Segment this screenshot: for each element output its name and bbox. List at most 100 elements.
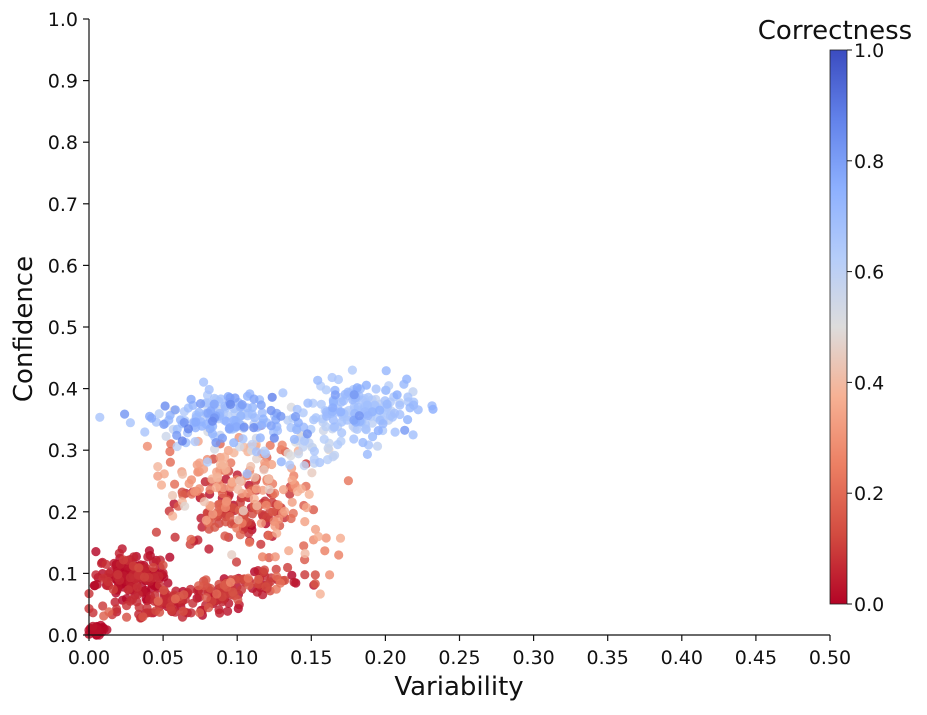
- data-point: [102, 625, 112, 635]
- data-point: [238, 434, 248, 444]
- data-point: [261, 449, 271, 459]
- data-point: [186, 394, 196, 404]
- data-point: [270, 521, 280, 531]
- data-point: [233, 515, 243, 525]
- data-point: [230, 393, 240, 403]
- data-point: [358, 437, 368, 448]
- x-tick-label: 0.30: [512, 647, 554, 669]
- data-point: [252, 501, 262, 511]
- data-point: [210, 522, 220, 532]
- data-point: [201, 515, 211, 525]
- data-point: [329, 422, 340, 432]
- data-point: [327, 372, 337, 383]
- data-point: [211, 482, 221, 493]
- data-point: [362, 449, 372, 459]
- data-point: [259, 465, 269, 475]
- data-point: [134, 563, 144, 573]
- data-point: [118, 555, 129, 565]
- data-point: [276, 457, 286, 467]
- data-point: [104, 607, 114, 617]
- data-point: [403, 415, 413, 425]
- data-point: [390, 408, 400, 418]
- data-point: [278, 388, 288, 398]
- data-point: [273, 514, 284, 524]
- data-point: [165, 602, 175, 612]
- data-point: [225, 577, 236, 588]
- data-point: [170, 532, 180, 542]
- data-point: [170, 405, 180, 415]
- x-tick-label: 0.40: [661, 647, 703, 669]
- data-point: [255, 433, 265, 443]
- data-point: [199, 377, 209, 387]
- data-point: [361, 380, 371, 390]
- data-point: [315, 589, 325, 599]
- x-tick-label: 0.50: [809, 647, 851, 669]
- x-tick-label: 0.20: [364, 647, 406, 669]
- data-point: [228, 587, 238, 597]
- data-point: [343, 476, 353, 486]
- data-point: [313, 531, 323, 542]
- data-point: [290, 412, 301, 422]
- data-point: [222, 496, 232, 506]
- data-point: [170, 594, 180, 604]
- data-point: [267, 392, 277, 402]
- data-point: [304, 489, 314, 499]
- data-point: [178, 490, 188, 500]
- data-point: [190, 437, 200, 447]
- data-point: [242, 469, 252, 479]
- data-point: [114, 548, 124, 559]
- data-point: [337, 428, 347, 438]
- x-tick-label: 0.35: [587, 647, 629, 669]
- data-point: [156, 480, 167, 490]
- data-point: [194, 581, 204, 591]
- data-point: [251, 484, 261, 494]
- data-point: [373, 426, 383, 436]
- data-point: [184, 478, 194, 489]
- data-point: [211, 438, 221, 448]
- data-point: [363, 411, 373, 421]
- data-point: [209, 399, 219, 409]
- data-point: [325, 570, 335, 580]
- data-point: [155, 607, 165, 617]
- data-point: [428, 404, 438, 414]
- data-point: [244, 537, 255, 548]
- data-point: [243, 573, 253, 583]
- data-point: [159, 585, 169, 596]
- data-point: [256, 400, 266, 410]
- data-point: [371, 384, 381, 394]
- data-point: [300, 517, 310, 527]
- data-point: [372, 441, 383, 451]
- data-point: [167, 490, 178, 501]
- data-point: [288, 508, 298, 518]
- data-point: [91, 547, 101, 557]
- data-point: [223, 606, 233, 616]
- data-point: [256, 539, 266, 549]
- data-point: [256, 518, 266, 528]
- data-point: [303, 398, 313, 408]
- data-point: [333, 440, 343, 450]
- data-point: [251, 447, 262, 457]
- data-point: [336, 397, 346, 407]
- y-tick-label: 0.7: [48, 194, 78, 216]
- data-point: [271, 564, 281, 574]
- data-point: [238, 506, 248, 516]
- data-point: [212, 473, 222, 483]
- data-point: [307, 468, 317, 478]
- data-point: [336, 407, 346, 417]
- data-point: [159, 419, 169, 429]
- data-point: [316, 399, 326, 409]
- data-point: [179, 590, 189, 600]
- colorbar-tick-label: 0.4: [854, 372, 884, 394]
- colorbar-tick-label: 0.0: [854, 594, 884, 616]
- x-tick-label: 0.10: [216, 647, 258, 669]
- data-point: [299, 436, 310, 446]
- x-tick-label: 0.05: [142, 647, 184, 669]
- data-point: [88, 621, 98, 631]
- data-point: [180, 501, 190, 511]
- data-point: [352, 383, 362, 393]
- data-point: [168, 511, 178, 521]
- colorbar-tick-label: 0.8: [854, 151, 884, 173]
- data-point: [400, 425, 410, 435]
- data-point: [252, 587, 262, 597]
- y-tick-label: 0.0: [48, 625, 78, 647]
